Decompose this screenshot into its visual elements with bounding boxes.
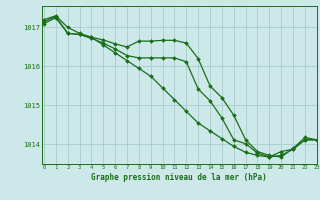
X-axis label: Graphe pression niveau de la mer (hPa): Graphe pression niveau de la mer (hPa) [91, 173, 267, 182]
